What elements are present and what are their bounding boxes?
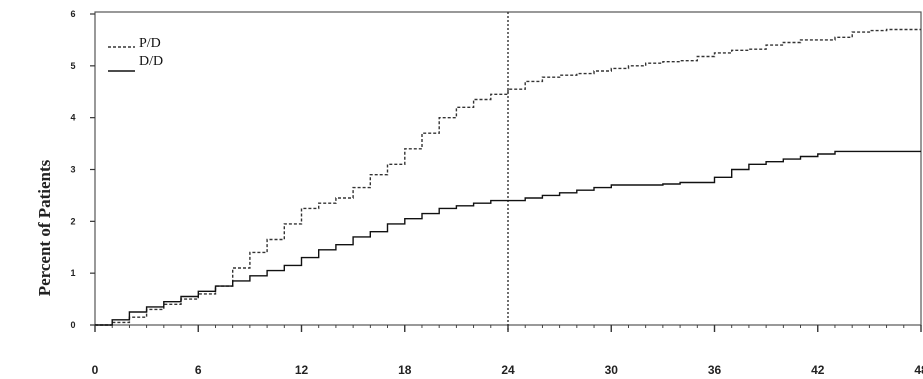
x-tick-label: 18: [398, 363, 412, 377]
x-tick-label: 24: [501, 363, 515, 377]
legend: P/D D/D: [108, 36, 163, 72]
y-tick-label: 0: [70, 320, 75, 330]
y-tick-label: 2: [70, 216, 75, 226]
x-tick-label: 12: [295, 363, 309, 377]
y-tick-label: 4: [70, 113, 75, 123]
x-tick-label: 0: [92, 363, 99, 377]
x-tick-label: 42: [811, 363, 825, 377]
x-tick-label: 30: [605, 363, 619, 377]
x-axis-ticks: 0 6 12 18 24 30 36 42 48: [92, 325, 923, 377]
y-tick-label: 3: [70, 165, 75, 175]
y-tick-label: 5: [70, 61, 75, 71]
series-group: [95, 28, 921, 326]
x-tick-label: 36: [708, 363, 722, 377]
x-tick-label: 6: [195, 363, 202, 377]
legend-label-dd: D/D: [139, 54, 163, 69]
series-line-pd: [95, 28, 921, 326]
legend-label-pd: P/D: [139, 36, 161, 51]
y-tick-label: 6: [70, 9, 75, 19]
y-axis-label: Percent of Patients: [35, 159, 54, 296]
series-line-dd: [95, 150, 921, 326]
y-tick-label: 1: [70, 268, 75, 278]
x-tick-label: 48: [914, 363, 923, 377]
y-axis-ticks: 0 1 2 3 4 5 6: [70, 9, 95, 330]
